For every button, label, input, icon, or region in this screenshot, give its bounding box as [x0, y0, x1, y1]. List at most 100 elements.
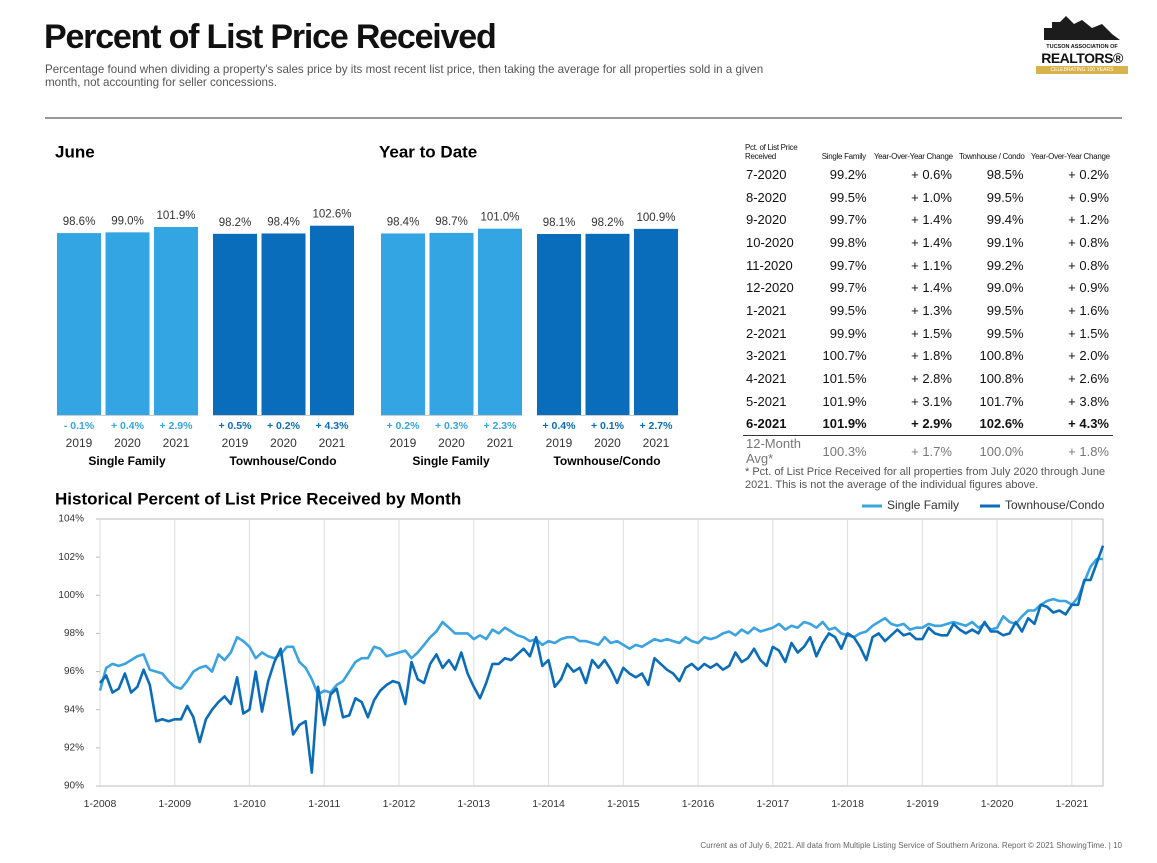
- table-cell: + 1.8%: [911, 348, 952, 364]
- table-cell: 12-2020: [746, 280, 794, 296]
- column-header: Year-Over-Year Change: [1030, 152, 1110, 161]
- table-row: 5-2021 101.9% + 3.1% 101.7% + 3.8%: [743, 390, 1113, 413]
- table-row: 4-2021 101.5% + 2.8% 100.8% + 2.6%: [743, 367, 1113, 390]
- change-label: + 0.2%: [267, 420, 301, 432]
- y-tick-label: 90%: [64, 781, 84, 792]
- table-cell: 99.7%: [829, 280, 867, 296]
- table-cell: + 3.1%: [911, 393, 952, 409]
- table-cell: + 0.8%: [1068, 257, 1109, 273]
- x-tick-label: 2019: [66, 436, 93, 450]
- table-header: Pct. of List Price Received Single Family…: [743, 135, 1113, 163]
- table-cell: + 1.5%: [1068, 325, 1109, 341]
- table-cell: + 1.2%: [1068, 212, 1109, 228]
- panel-title: June: [55, 142, 95, 161]
- table-cell: 101.5%: [822, 371, 867, 387]
- value-label: 100.9%: [636, 212, 675, 224]
- table-cell: 8-2020: [746, 189, 787, 205]
- table-cell: 99.0%: [986, 280, 1024, 296]
- value-label: 102.6%: [312, 209, 351, 221]
- y-tick-label: 94%: [64, 704, 84, 715]
- table-cell: + 2.9%: [911, 416, 952, 432]
- table-cell: 99.5%: [986, 302, 1024, 318]
- group-label: Single Family: [88, 454, 166, 468]
- table-cell: 3-2021: [746, 348, 787, 364]
- table-cell: 99.5%: [829, 302, 867, 318]
- value-label: 98.2%: [219, 217, 252, 229]
- group-label: Townhouse/Condo: [553, 454, 660, 468]
- x-tick-label: 1-2011: [308, 798, 340, 810]
- table-footnote: * Pct. of List Price Received for all pr…: [745, 466, 1106, 491]
- bar: [537, 234, 581, 415]
- change-label: + 0.2%: [387, 420, 421, 432]
- table-cell: 101.9%: [822, 393, 867, 409]
- table-summary: 12-Month Avg* 100.3% + 1.7% 100.0% + 1.8%: [743, 435, 1113, 467]
- panel-title: Year to Date: [379, 142, 477, 161]
- page-footer: Current as of July 6, 2021. All data fro…: [700, 841, 1122, 850]
- column-header: Townhouse / Condo: [958, 152, 1025, 161]
- page-subtitle: Percentage found when dividing a propert…: [45, 63, 764, 89]
- table-cell: + 0.9%: [1068, 189, 1109, 205]
- change-label: + 2.9%: [160, 420, 194, 432]
- table-cell: + 2.0%: [1068, 348, 1109, 364]
- logo: TUCSON ASSOCIATION OF REALTORS® CELEBRAT…: [1036, 14, 1128, 74]
- table-cell: + 1.1%: [911, 257, 952, 273]
- table-cell: 99.7%: [829, 212, 867, 228]
- table-cell: 99.8%: [829, 234, 867, 250]
- x-tick-label: 1-2015: [607, 798, 640, 810]
- table-cell: 1-2021: [746, 302, 787, 318]
- x-tick-label: 1-2009: [158, 798, 191, 810]
- table-row: 12-2020 99.7% + 1.4% 99.0% + 0.9%: [743, 276, 1113, 299]
- x-tick-label: 1-2018: [831, 798, 864, 810]
- x-tick-label: 1-2012: [383, 798, 416, 810]
- table-cell: 5-2021: [746, 393, 787, 409]
- value-label: 98.4%: [387, 216, 420, 228]
- table-row: 6-2021 101.9% + 2.9% 102.6% + 4.3%: [743, 413, 1113, 436]
- x-tick-label: 2020: [270, 436, 297, 450]
- table-cell: 100.8%: [979, 348, 1024, 364]
- table-cell: + 1.5%: [911, 325, 952, 341]
- table-cell: 98.5%: [986, 166, 1024, 182]
- change-label: - 0.1%: [64, 420, 95, 432]
- group-label: Townhouse/Condo: [229, 454, 336, 468]
- table-cell: 99.2%: [986, 257, 1024, 273]
- table-row: 11-2020 99.7% + 1.1% 99.2% + 0.8%: [743, 254, 1113, 277]
- table-cell: + 0.9%: [1068, 280, 1109, 296]
- table-cell: 9-2020: [746, 212, 787, 228]
- summary-cell: + 1.8%: [1027, 435, 1113, 467]
- change-label: + 2.3%: [484, 420, 518, 432]
- change-label: + 2.7%: [640, 420, 674, 432]
- table-row: 9-2020 99.7% + 1.4% 99.4% + 1.2%: [743, 208, 1113, 231]
- table-cell: + 1.4%: [911, 234, 952, 250]
- table-cell: + 4.3%: [1068, 416, 1109, 432]
- value-label: 99.0%: [111, 215, 144, 227]
- bar: [381, 233, 425, 415]
- legend-label: Townhouse/Condo: [1005, 498, 1105, 512]
- column-header: Single Family: [821, 152, 866, 161]
- x-tick-label: 2020: [594, 436, 621, 450]
- y-tick-label: 96%: [64, 666, 84, 677]
- table-cell: 99.7%: [829, 257, 867, 273]
- chart-title: Historical Percent of List Price Receive…: [55, 489, 461, 508]
- change-label: + 0.5%: [219, 420, 253, 432]
- x-tick-label: 1-2017: [756, 798, 789, 810]
- line-series: [98, 557, 1103, 696]
- summary-cell: 100.3%: [817, 435, 871, 467]
- table-cell: 99.9%: [829, 325, 867, 341]
- table-cell: + 0.6%: [911, 166, 952, 182]
- table-body: 7-2020 99.2% + 0.6% 98.5% + 0.2% 8-2020 99.5% +…: [743, 163, 1113, 436]
- y-tick-label: 102%: [58, 552, 84, 563]
- bar: [429, 232, 474, 415]
- table-cell: 4-2021: [746, 371, 787, 387]
- bar: [213, 233, 257, 415]
- line-series: [98, 545, 1105, 774]
- table-cell: 99.5%: [986, 325, 1024, 341]
- table-cell: 10-2020: [746, 234, 794, 250]
- x-tick-label: 2021: [319, 436, 346, 450]
- table-cell: + 3.8%: [1068, 393, 1109, 409]
- table-cell: 100.7%: [822, 348, 867, 364]
- y-tick-label: 104%: [58, 514, 84, 525]
- table-row: 10-2020 99.8% + 1.4% 99.1% + 0.8%: [743, 231, 1113, 254]
- change-label: + 0.4%: [111, 420, 145, 432]
- table-cell: + 2.6%: [1068, 371, 1109, 387]
